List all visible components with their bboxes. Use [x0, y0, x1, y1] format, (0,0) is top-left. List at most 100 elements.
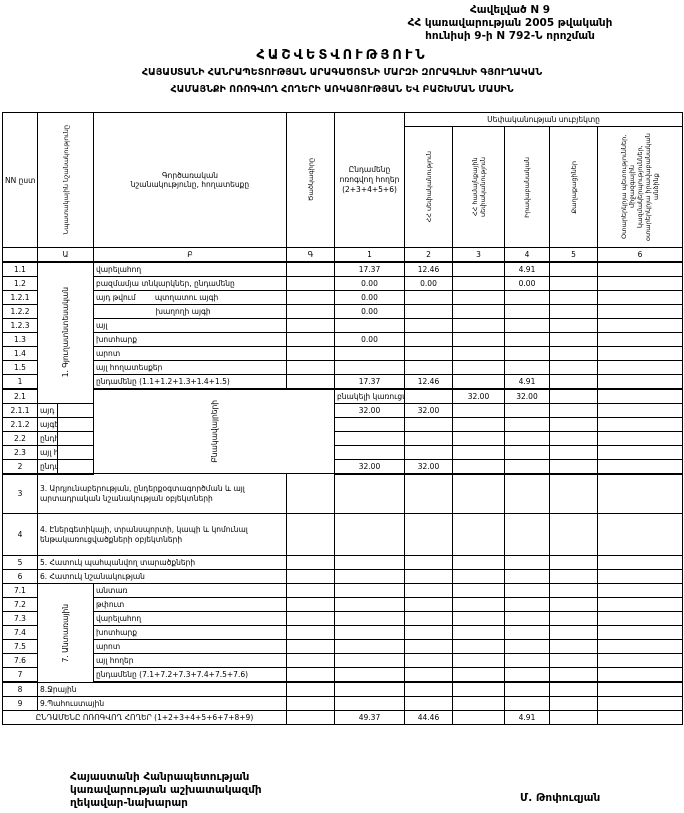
- value-cell: [504, 513, 550, 556]
- col-number: 3: [452, 247, 505, 263]
- value-cell: [504, 317, 550, 333]
- value-cell: [504, 345, 550, 361]
- row-number: 3: [2, 473, 38, 514]
- value-cell: 12.46: [404, 261, 453, 277]
- value-cell: [286, 696, 335, 711]
- value-cell: [504, 625, 550, 640]
- value-cell: [334, 597, 405, 612]
- value-cell: 44.46: [404, 710, 453, 725]
- value-cell: [504, 597, 550, 612]
- row-number: 7.2: [2, 597, 38, 612]
- value-cell: [549, 388, 598, 404]
- land-report-table: NN ըստ Նպատակային նշանակությունը Գործառա…: [2, 112, 683, 725]
- value-cell: [452, 625, 505, 640]
- row-number: 2.2: [2, 430, 38, 446]
- document-title: ՀԱՇՎԵՏՎՈՒԹՅՈՒՆ: [256, 48, 428, 63]
- value-cell: [597, 289, 683, 305]
- value-cell: [597, 458, 683, 475]
- row-label: այդ թվում տնամերձ հողեր: [37, 402, 58, 418]
- table-row: 1.2.2 խաղողի այգի 0.00: [2, 303, 683, 319]
- value-cell: [549, 416, 598, 432]
- col-number: 1: [334, 247, 405, 263]
- row-group: 7. Անտառային: [37, 583, 94, 683]
- value-cell: [286, 289, 335, 305]
- value-cell: [452, 639, 505, 654]
- row-label: արոտ: [93, 345, 287, 361]
- value-cell: [452, 402, 505, 418]
- table-row: 9 9.Պահուստային: [2, 696, 683, 711]
- value-cell: [452, 416, 505, 432]
- row-number: 1.2.2: [2, 303, 38, 319]
- value-cell: [597, 402, 683, 418]
- header-owner: ՀՀ համայնքային սեփականություն: [452, 126, 505, 248]
- table-row: 5 5. Հատուկ պահպանվող տարածքների: [2, 555, 683, 570]
- value-cell: [597, 597, 683, 612]
- value-cell: [549, 430, 598, 446]
- value-cell: [597, 416, 683, 432]
- row-label: ընդամենը (1.1+1.2+1.3+1.4+1.5): [93, 373, 287, 390]
- value-cell: [597, 569, 683, 584]
- table-row: 1.1 1. Գյուղատնտեսական վարելահող 17.37 12.46…: [2, 261, 683, 404]
- value-cell: [452, 458, 505, 475]
- value-cell: [504, 653, 550, 668]
- value-cell: [452, 373, 505, 390]
- value-cell: [286, 513, 335, 556]
- row-label: այլ հողեր: [93, 653, 287, 668]
- value-cell: [504, 696, 550, 711]
- row-number: 2: [2, 458, 38, 475]
- header-total: Ընդամենը ոռոգվող հողեր (2+3+4+5+6): [334, 112, 405, 248]
- value-cell: [452, 513, 505, 556]
- value-cell: 32.00: [334, 458, 405, 475]
- annex-line: Հավելված N 9: [469, 4, 551, 16]
- value-cell: [549, 444, 598, 460]
- row-number: 7.1: [2, 583, 38, 598]
- value-cell: [549, 569, 598, 584]
- value-cell: [404, 473, 453, 514]
- table-row: 1.2 բազմամյա տնկարկներ, ընդամենը 0.00 0.00 0…: [2, 275, 683, 291]
- value-cell: [286, 569, 335, 584]
- row-number: 4: [2, 513, 38, 556]
- value-cell: [404, 331, 453, 347]
- table-row: 1.2.1 այդ թվում պտղատու այգի 0.00: [2, 289, 683, 305]
- row-label: 5. Հատուկ պահպանվող տարածքների: [37, 555, 287, 570]
- value-cell: [504, 402, 550, 418]
- table-row: 3 3. Արդյունաբերության, ընդերքօգտագործման…: [2, 473, 683, 514]
- row-group: 1. Գյուղատնտեսական: [37, 261, 94, 404]
- signatory-line: կառավարության աշխատակազմի: [70, 784, 262, 796]
- signatory-line: Հայաստանի Հանրապետության: [70, 771, 250, 783]
- value-cell: [334, 696, 405, 711]
- value-cell: [452, 359, 505, 375]
- value-cell: [334, 625, 405, 640]
- row-label: խաղողի այգի: [93, 303, 287, 319]
- value-cell: [549, 345, 598, 361]
- value-cell: [452, 473, 505, 514]
- row-number: 1: [2, 373, 38, 390]
- value-cell: 0.00: [334, 331, 405, 347]
- table-row: 7.4 խոտհարք: [2, 625, 683, 640]
- value-cell: [286, 373, 335, 390]
- row-label: ընդհանուր օգտագործման: [37, 430, 58, 446]
- annex-note: Հավելված N 9 ՀՀ կառավարության 2005 թվակա…: [360, 4, 660, 43]
- value-cell: [504, 458, 550, 475]
- value-cell: [504, 331, 550, 347]
- value-cell: [57, 458, 94, 475]
- value-cell: [549, 473, 598, 514]
- value-cell: [504, 681, 550, 697]
- value-cell: [549, 696, 598, 711]
- value-cell: [57, 430, 94, 446]
- value-cell: [452, 331, 505, 347]
- row-number: 1.2.3: [2, 317, 38, 333]
- value-cell: [549, 625, 598, 640]
- col-number: [2, 247, 38, 263]
- value-cell: [597, 331, 683, 347]
- value-cell: [504, 430, 550, 446]
- value-cell: [452, 345, 505, 361]
- table-row: 7.2 թփուտ: [2, 597, 683, 612]
- value-cell: [549, 611, 598, 626]
- header-nn: NN ըստ: [2, 112, 38, 248]
- row-label: 6. Հատուկ նշանակության: [37, 569, 287, 584]
- value-cell: [452, 317, 505, 333]
- value-cell: [334, 430, 405, 446]
